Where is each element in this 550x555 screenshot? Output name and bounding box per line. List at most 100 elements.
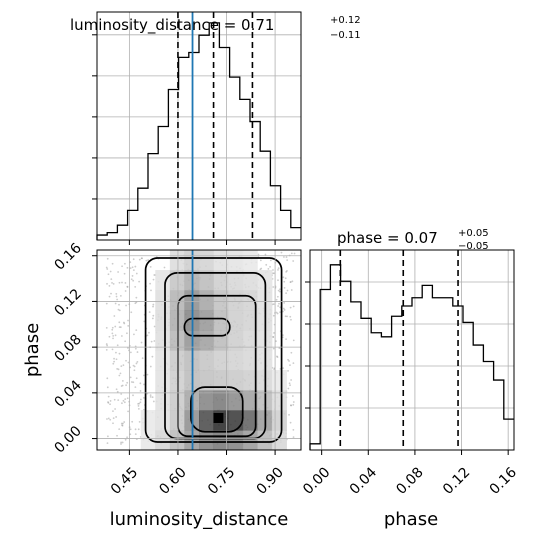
phase-hist-bin [422, 285, 432, 450]
scatter-point [277, 279, 279, 282]
scatter-point [111, 332, 114, 335]
scatter-point [290, 252, 293, 255]
scatter-point [291, 395, 294, 397]
scatter-point [139, 382, 142, 385]
scatter-point [107, 417, 110, 420]
contour-level-4 [190, 386, 244, 433]
scatter-point [147, 259, 150, 261]
scatter-point [129, 351, 132, 354]
density-cell [228, 390, 244, 411]
density-cell [228, 310, 244, 331]
scatter-point [277, 267, 280, 270]
density-cell [155, 330, 171, 351]
scatter-point [132, 279, 135, 282]
panel-frame-2d [96, 249, 302, 451]
scatter-point [282, 334, 284, 337]
scatter-point [287, 369, 289, 372]
phase-hist-bin [473, 345, 483, 450]
luminosity-distance-hist-bin [117, 225, 127, 240]
density-cell [242, 310, 258, 331]
scatter-point [273, 272, 275, 275]
scatter-point [290, 289, 293, 291]
scatter-point [152, 278, 155, 281]
density-cell [228, 290, 244, 311]
density-cell [155, 410, 171, 431]
scatter-point [259, 268, 262, 271]
scatter-point [284, 277, 287, 280]
scatter-point [112, 335, 115, 337]
scatter-point [126, 266, 129, 269]
scatter-point [149, 265, 152, 268]
scatter-point [110, 278, 113, 280]
density-cell [271, 430, 287, 450]
scatter-point [105, 302, 108, 305]
scatter-point [127, 361, 130, 364]
scatter-point [121, 380, 124, 382]
phase-hist-bin [494, 380, 504, 450]
density-cell [199, 390, 215, 411]
scatter-point [282, 307, 285, 310]
scatter-point [122, 364, 125, 367]
contour-upper-blob [183, 317, 231, 337]
density-cell [228, 350, 244, 371]
title-luminosity-distance: luminosity_distance = 0.71 +0.12 −0.11 [70, 15, 361, 41]
xtick-label-phase: 0.16 [487, 464, 520, 497]
scatter-point [106, 282, 108, 285]
scatter-point [137, 403, 139, 405]
scatter-point [112, 417, 115, 420]
scatter-point [115, 358, 118, 361]
scatter-point [292, 403, 295, 406]
scatter-point [118, 281, 121, 284]
density-cell [169, 270, 185, 291]
phase-hist-bin [432, 298, 442, 450]
scatter-point [126, 285, 129, 288]
scatter-point [126, 381, 129, 384]
scatter-point [116, 298, 119, 301]
phase-hist-bin [463, 322, 473, 450]
scatter-point [137, 405, 140, 407]
scatter-point [120, 443, 122, 445]
scatter-point [106, 268, 109, 270]
density-2d-group [105, 250, 296, 450]
scatter-point [129, 261, 132, 264]
scatter-point [108, 284, 111, 287]
scatter-point [114, 408, 116, 410]
scatter-point [106, 386, 109, 389]
contour-level-1 [144, 257, 283, 443]
scatter-point [277, 289, 280, 292]
scatter-point [125, 359, 127, 362]
scatter-point [153, 340, 156, 342]
scatter-point [139, 390, 142, 392]
scatter-point [121, 441, 124, 444]
scatter-point [292, 362, 295, 365]
scatter-point [140, 257, 143, 260]
scatter-point [108, 335, 111, 338]
luminosity-distance-hist-bin [179, 57, 189, 240]
scatter-point [112, 282, 115, 285]
scatter-point [117, 368, 120, 371]
scatter-point [134, 428, 137, 431]
density-cell [213, 250, 229, 271]
scatter-point [115, 292, 118, 295]
scatter-point [124, 438, 127, 441]
scatter-point [278, 347, 281, 350]
scatter-point [292, 428, 295, 431]
scatter-point [129, 428, 132, 431]
density-cell [228, 330, 244, 351]
scatter-point [126, 436, 128, 439]
scatter-point [111, 281, 113, 284]
scatter-point [131, 275, 134, 277]
density-cell [228, 250, 244, 271]
scatter-point [269, 265, 272, 268]
scatter-point [152, 303, 155, 306]
scatter-point [117, 308, 120, 311]
scatter-point [137, 428, 140, 431]
scatter-point [272, 303, 275, 306]
scatter-point [280, 251, 283, 254]
scatter-point [121, 265, 123, 268]
density-cell [242, 430, 258, 450]
scatter-point [289, 364, 291, 367]
scatter-point [106, 435, 109, 438]
density-cell [228, 270, 244, 291]
